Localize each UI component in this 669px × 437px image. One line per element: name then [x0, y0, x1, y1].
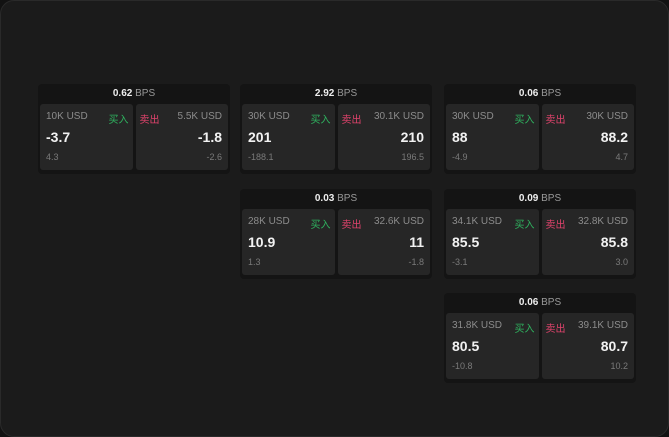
ask-change: 196.5 — [401, 152, 424, 162]
spread-header: 0.06 BPS — [444, 293, 636, 313]
ask-size: 39.1K USD — [577, 320, 628, 331]
ask-size: 5.5K USD — [177, 111, 222, 122]
spread-unit: BPS — [541, 193, 562, 204]
ask-size: 32.8K USD — [577, 216, 628, 227]
buy-label: 买入 — [514, 324, 535, 335]
sell-cell[interactable]: 卖出 30K USD 88.2 4.7 — [541, 104, 634, 170]
bid-price: 85.5 — [452, 234, 480, 250]
bid-change: -3.1 — [452, 257, 468, 267]
spread-value: 0.06 — [518, 88, 539, 99]
sell-label: 卖出 — [139, 115, 160, 126]
sell-label: 卖出 — [341, 220, 362, 231]
sell-cell[interactable]: 卖出 30.1K USD 210 196.5 — [337, 104, 430, 170]
ask-size: 30.1K USD — [373, 111, 424, 122]
spread-value: 0.09 — [518, 193, 539, 204]
ask-price: 11 — [409, 234, 424, 250]
buy-cell[interactable]: 34.1K USD 买入 85.5 -3.1 — [446, 209, 539, 275]
bid-price: -3.7 — [46, 129, 71, 145]
bid-change: -10.8 — [452, 361, 473, 371]
bid-price: 88 — [452, 129, 468, 145]
bid-change: -188.1 — [248, 152, 274, 162]
bid-price: 80.5 — [452, 338, 480, 354]
bid-change: 1.3 — [248, 257, 261, 267]
buy-label: 买入 — [514, 220, 535, 231]
bid-size: 34.1K USD — [452, 216, 503, 227]
buy-cell[interactable]: 31.8K USD 买入 80.5 -10.8 — [446, 313, 539, 379]
ask-change: 4.7 — [615, 152, 628, 162]
sell-label: 卖出 — [341, 115, 362, 126]
sell-label: 卖出 — [545, 220, 566, 231]
buy-label: 买入 — [310, 220, 331, 231]
spread-value: 2.92 — [314, 88, 335, 99]
quote-card: 0.06 BPS 30K USD 买入 88 -4.9 卖出 30K USD 8… — [444, 84, 636, 174]
ask-change: 3.0 — [615, 257, 628, 267]
spread-unit: BPS — [135, 88, 156, 99]
sell-cell[interactable]: 卖出 39.1K USD 80.7 10.2 — [541, 313, 634, 379]
ask-price: 88.2 — [600, 129, 628, 145]
ask-price: 85.8 — [600, 234, 628, 250]
ask-price: -1.8 — [197, 129, 222, 145]
spread-unit: BPS — [541, 297, 562, 308]
quote-card: 0.06 BPS 31.8K USD 买入 80.5 -10.8 卖出 39.1… — [444, 293, 636, 383]
quote-card: 2.92 BPS 30K USD 买入 201 -188.1 卖出 30.1K … — [240, 84, 432, 174]
quote-card: 0.03 BPS 28K USD 买入 10.9 1.3 卖出 32.6K US… — [240, 189, 432, 279]
spread-header: 0.03 BPS — [240, 189, 432, 209]
spread-header: 0.06 BPS — [444, 84, 636, 104]
spread-unit: BPS — [541, 88, 562, 99]
bid-size: 28K USD — [248, 216, 290, 227]
spread-header: 0.62 BPS — [38, 84, 230, 104]
spread-header: 2.92 BPS — [240, 84, 432, 104]
spread-value: 0.62 — [112, 88, 133, 99]
bid-price: 10.9 — [248, 234, 276, 250]
buy-cell[interactable]: 30K USD 买入 88 -4.9 — [446, 104, 539, 170]
buy-cell[interactable]: 10K USD 买入 -3.7 4.3 — [40, 104, 133, 170]
ask-price: 210 — [400, 129, 424, 145]
spread-unit: BPS — [337, 193, 358, 204]
bid-size: 10K USD — [46, 111, 88, 122]
bid-change: 4.3 — [46, 152, 59, 162]
sell-cell[interactable]: 卖出 32.6K USD 11 -1.8 — [337, 209, 430, 275]
spread-header: 0.09 BPS — [444, 189, 636, 209]
quote-card: 0.62 BPS 10K USD 买入 -3.7 4.3 卖出 5.5K USD… — [38, 84, 230, 174]
ask-change: 10.2 — [610, 361, 628, 371]
spread-value: 0.03 — [314, 193, 335, 204]
quote-card: 0.09 BPS 34.1K USD 买入 85.5 -3.1 卖出 32.8K… — [444, 189, 636, 279]
bid-size: 31.8K USD — [452, 320, 503, 331]
sell-label: 卖出 — [545, 324, 566, 335]
ask-price: 80.7 — [600, 338, 628, 354]
ask-size: 32.6K USD — [373, 216, 424, 227]
bid-size: 30K USD — [452, 111, 494, 122]
ask-size: 30K USD — [586, 111, 628, 122]
bid-price: 201 — [248, 129, 272, 145]
buy-cell[interactable]: 28K USD 买入 10.9 1.3 — [242, 209, 335, 275]
sell-cell[interactable]: 卖出 5.5K USD -1.8 -2.6 — [135, 104, 228, 170]
sell-cell[interactable]: 卖出 32.8K USD 85.8 3.0 — [541, 209, 634, 275]
bid-size: 30K USD — [248, 111, 290, 122]
ask-change: -2.6 — [206, 152, 222, 162]
buy-label: 买入 — [108, 115, 129, 126]
buy-cell[interactable]: 30K USD 买入 201 -188.1 — [242, 104, 335, 170]
spread-value: 0.06 — [518, 297, 539, 308]
spread-unit: BPS — [337, 88, 358, 99]
sell-label: 卖出 — [545, 115, 566, 126]
buy-label: 买入 — [310, 115, 331, 126]
ask-change: -1.8 — [408, 257, 424, 267]
bid-change: -4.9 — [452, 152, 468, 162]
buy-label: 买入 — [514, 115, 535, 126]
